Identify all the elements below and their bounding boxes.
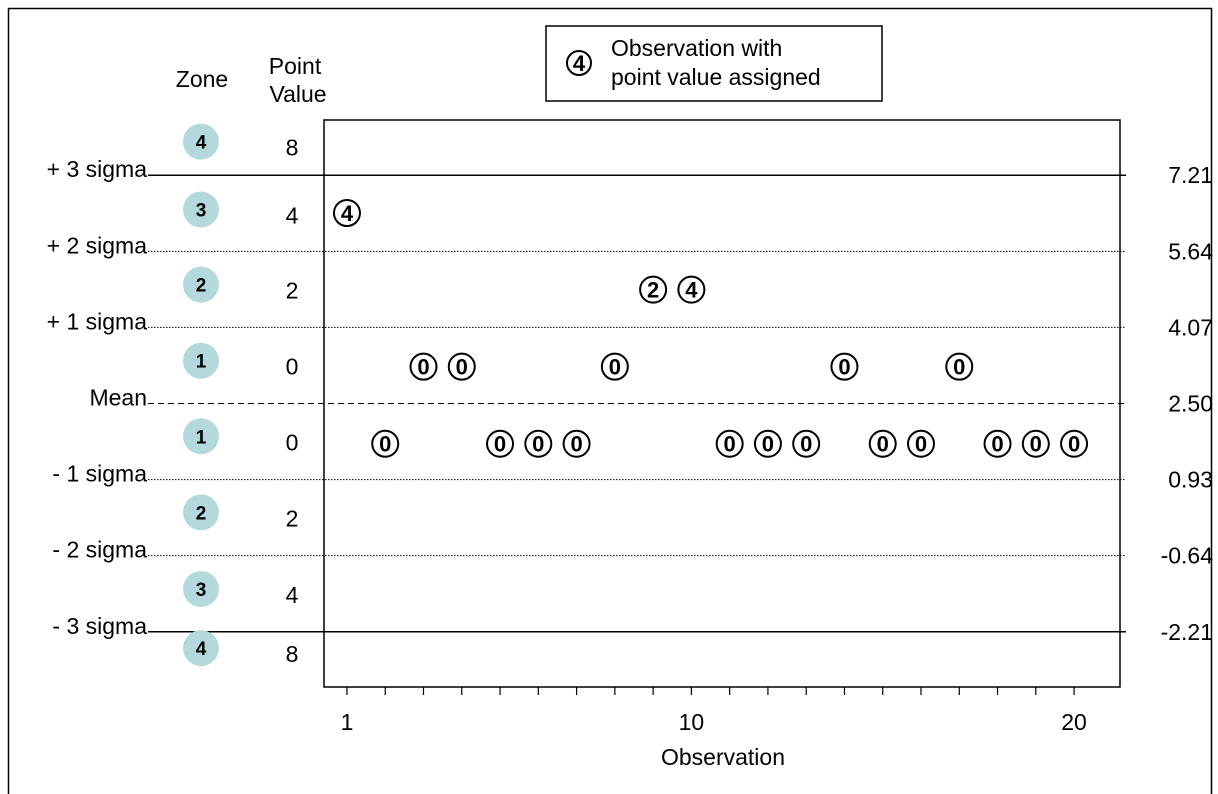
observations: 4 0 0 0 0 0 0 0 2 4 0 0 0 0 0 0 0 0 0 0 <box>332 199 1089 458</box>
observation-point-value: 0 <box>494 432 506 457</box>
zone-point-value: 2 <box>286 505 299 531</box>
x-axis-label: Observation <box>661 744 785 770</box>
legend-box <box>545 25 883 102</box>
observation-point-value: 0 <box>379 432 391 457</box>
observation-point <box>447 352 476 381</box>
zone-badge-icon <box>183 570 219 607</box>
observation-point <box>1021 429 1050 458</box>
observation-point-value: 0 <box>915 432 927 457</box>
observation-point <box>753 429 782 458</box>
legend-line2: point value assigned <box>611 64 821 90</box>
observation-point-value: 4 <box>685 278 698 303</box>
zone-badge-icon <box>183 630 219 667</box>
control-line-name: Mean <box>89 385 147 411</box>
zone-number: 4 <box>196 133 207 154</box>
zone-number: 2 <box>196 276 207 297</box>
observation-point-value: 0 <box>724 432 736 457</box>
control-line-name: - 1 sigma <box>52 461 147 487</box>
x-tick-label: 1 <box>341 709 354 735</box>
legend-symbol: 4 <box>573 51 586 76</box>
zone-badge-icon <box>183 266 219 303</box>
zone-point-value: 4 <box>286 582 299 608</box>
control-line-name: + 2 sigma <box>47 232 148 258</box>
observation-point <box>907 429 935 458</box>
observation-point <box>715 429 744 458</box>
control-line-name: - 2 sigma <box>52 537 147 563</box>
zone-column: 4 8 3 4 2 2 1 0 1 0 2 2 3 4 4 8 <box>183 123 299 667</box>
legend-symbol-circle <box>566 50 592 76</box>
zone-number: 3 <box>196 580 207 601</box>
observation-point-value: 0 <box>532 432 544 457</box>
zone-badge-icon <box>183 494 219 531</box>
observation-point <box>830 352 859 381</box>
zone-point-value: 4 <box>286 203 299 229</box>
zone-number: 2 <box>196 503 207 524</box>
control-line-name: + 1 sigma <box>47 308 148 334</box>
observation-point <box>409 352 438 381</box>
control-line-value: 2.50 <box>1168 391 1213 417</box>
zone-point-value: 8 <box>286 641 299 667</box>
point-value-header-line2: Value <box>269 81 326 107</box>
control-line-value: 0.93 <box>1168 467 1213 493</box>
control-line-name: - 3 sigma <box>52 613 147 639</box>
observation-point <box>1060 429 1089 458</box>
observation-point-value: 0 <box>991 432 1003 457</box>
zone-badge-icon <box>183 418 219 455</box>
legend-line1: Observation with <box>611 35 782 61</box>
observation-point-value: 0 <box>1030 432 1042 457</box>
observation-point-value: 0 <box>609 355 621 380</box>
point-value-header-line1: Point <box>269 53 322 79</box>
zone-badge-icon <box>183 123 219 160</box>
x-tick-label: 10 <box>679 709 705 735</box>
control-line-value: -2.21 <box>1161 619 1213 645</box>
zone-number: 4 <box>196 639 207 660</box>
zone-number: 1 <box>196 352 207 373</box>
control-lines: + 3 sigma 7.21 + 2 sigma 5.64 + 1 sigma 4.07 M… <box>47 156 1214 645</box>
control-line-value: 4.07 <box>1168 314 1213 340</box>
observation-point <box>868 429 897 458</box>
outer-frame <box>7 7 1213 794</box>
control-line-value: 7.21 <box>1168 162 1213 188</box>
observation-point <box>983 429 1012 458</box>
observation-point <box>524 429 553 458</box>
observation-point-value: 0 <box>1068 432 1080 457</box>
zone-number: 3 <box>196 201 207 222</box>
observation-point-value: 2 <box>647 278 659 303</box>
observation-point-value: 0 <box>838 355 850 380</box>
observation-point <box>562 429 591 458</box>
observation-point <box>677 275 706 304</box>
observation-point-value: 0 <box>456 355 468 380</box>
observation-point-value: 4 <box>341 201 354 226</box>
x-axis: 1 10 20 <box>341 687 1087 735</box>
observation-point-value: 0 <box>953 355 965 380</box>
control-line-name: + 3 sigma <box>47 156 148 182</box>
zone-badge-icon <box>183 342 219 379</box>
zone-number: 1 <box>196 427 207 448</box>
legend: 4 Observation with point value assigned <box>545 25 883 102</box>
observation-point-value: 0 <box>570 432 582 457</box>
zone-point-value: 8 <box>286 135 299 161</box>
observation-point <box>371 429 400 458</box>
observation-point <box>639 275 668 304</box>
zone-point-value: 0 <box>286 354 299 380</box>
zone-point-value: 2 <box>286 278 299 304</box>
zone-header: Zone <box>176 66 228 92</box>
x-tick-label: 20 <box>1061 709 1087 735</box>
observation-point-value: 0 <box>417 355 429 380</box>
observation-point <box>600 352 629 381</box>
observation-point <box>332 199 361 228</box>
zone-badge-icon <box>183 191 219 228</box>
observation-point <box>792 429 821 458</box>
control-line-value: 5.64 <box>1168 238 1213 264</box>
observation-point-value: 0 <box>800 432 812 457</box>
control-line-value: -0.64 <box>1161 543 1214 569</box>
observation-point <box>486 429 515 458</box>
observation-point <box>945 352 974 381</box>
observation-point-value: 0 <box>762 432 774 457</box>
zone-point-value: 0 <box>286 429 299 455</box>
observation-point-value: 0 <box>877 432 889 457</box>
